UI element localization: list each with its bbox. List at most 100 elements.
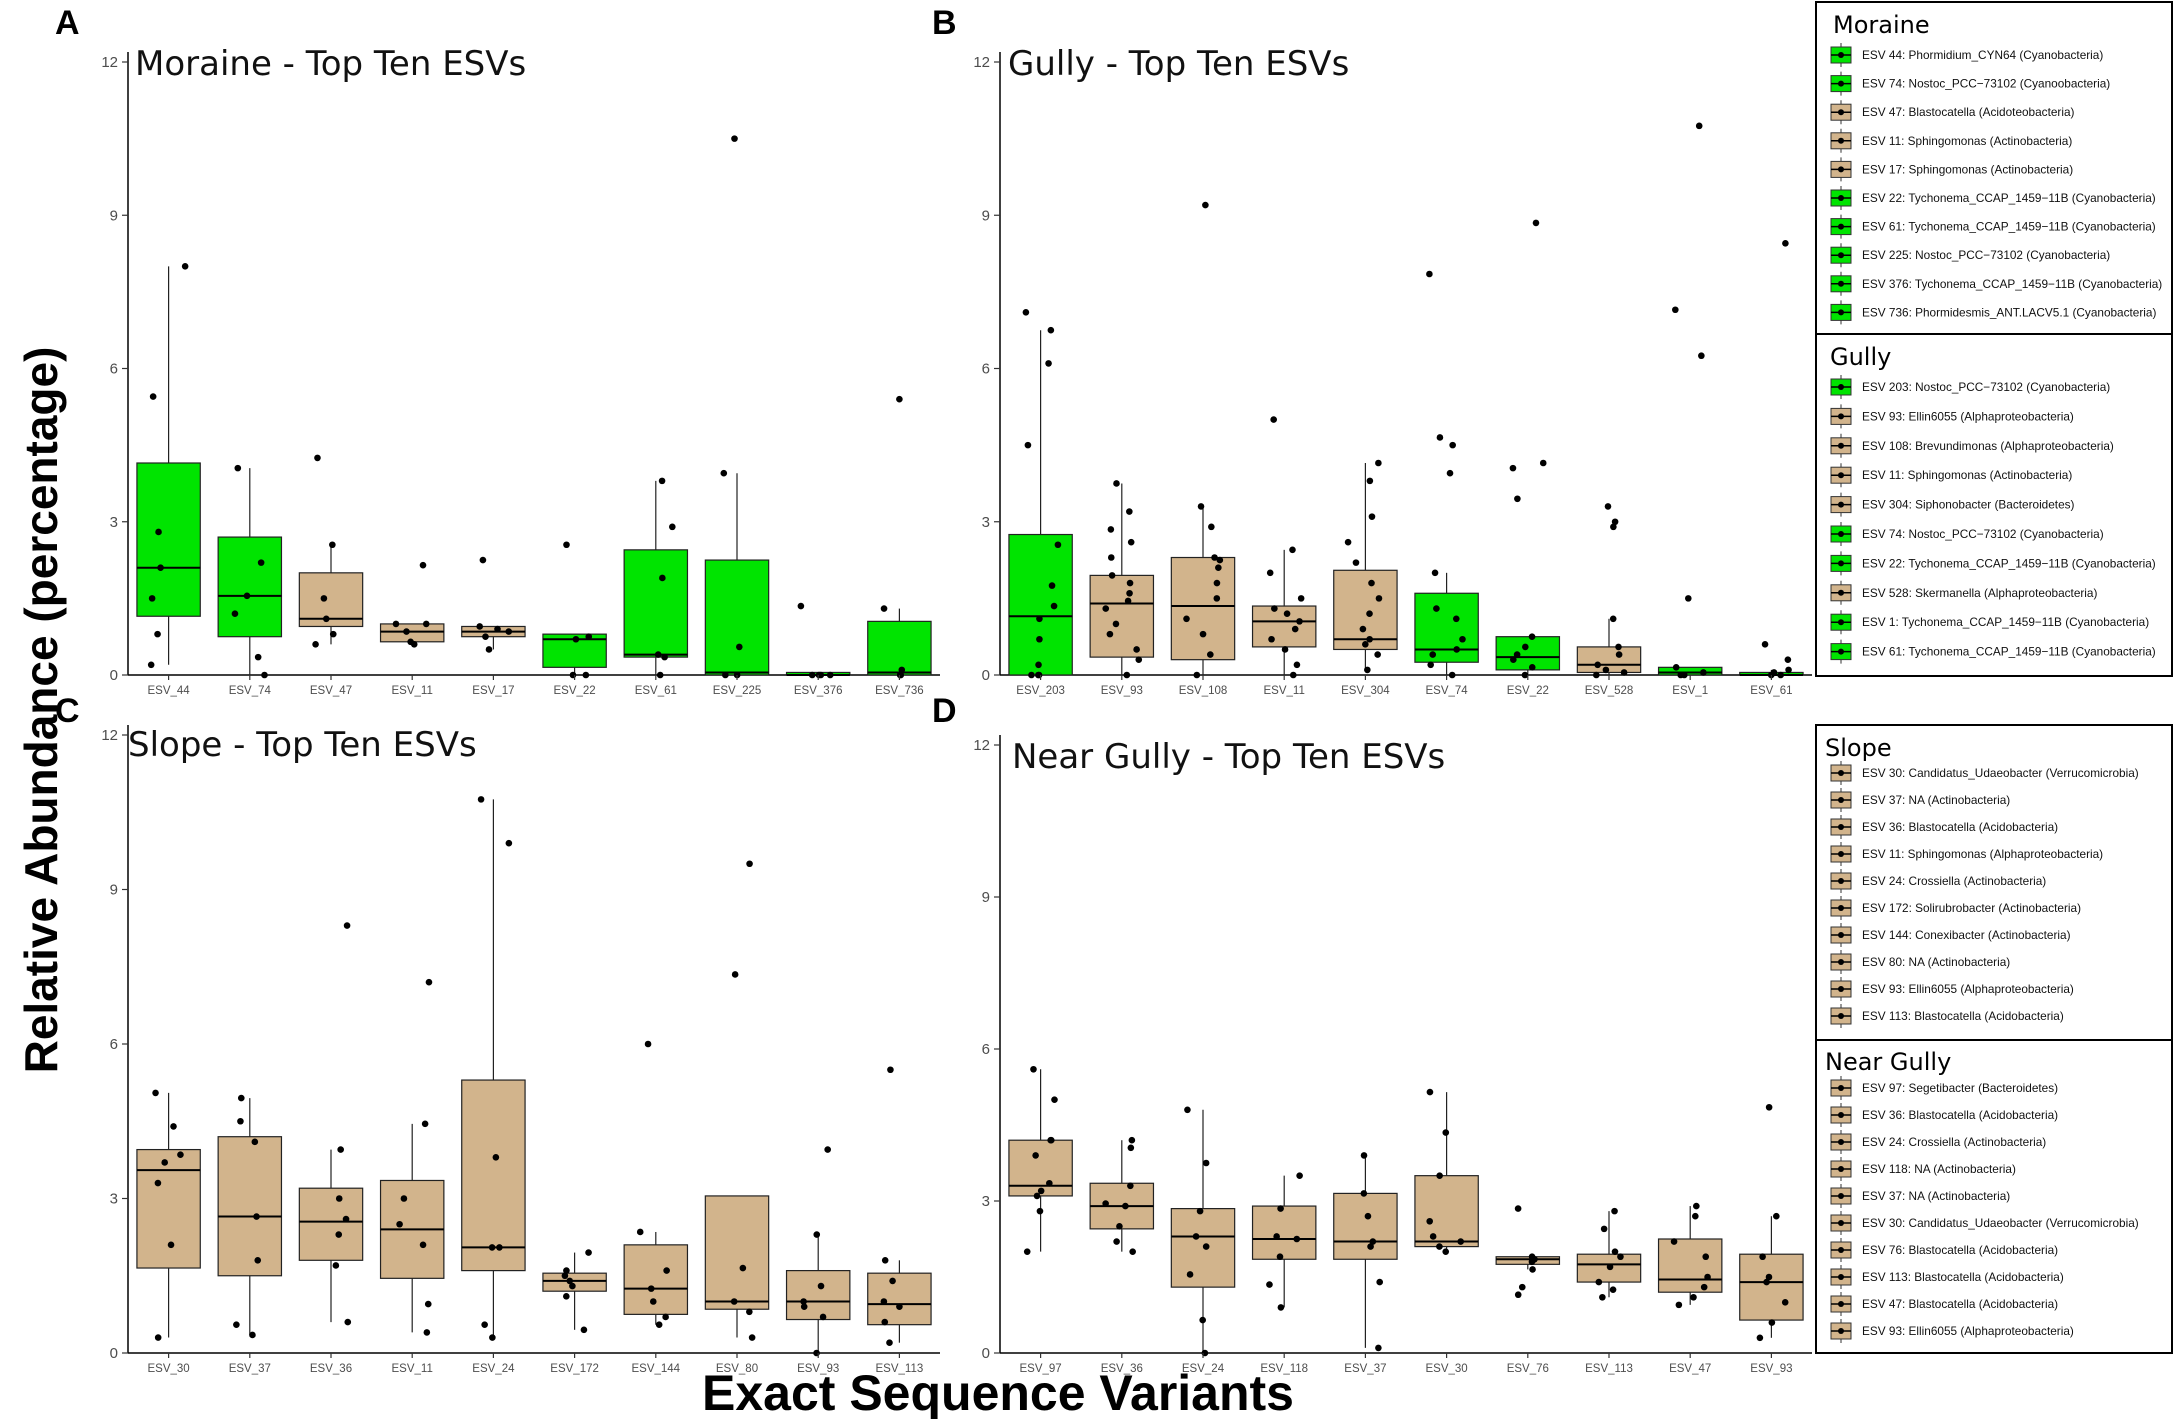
data-point [1352,559,1360,566]
legend-item: ESV 118: NA (Actinobacteria) [1830,1157,2016,1181]
x-tick-label: ESV_11 [1264,685,1305,697]
legend-item: ESV 37: NA (Actinobacteria) [1830,1184,2010,1208]
data-point [748,1334,756,1341]
box-rect [704,559,770,676]
legend-label: ESV 36: Blastocatella (Acidobacteria) [1862,820,2058,834]
panel-letter: A [55,4,80,42]
data-point [1364,666,1371,674]
legend-key-point [1838,1274,1844,1280]
box-ESV_47 [298,454,364,648]
x-tick-label: ESV_108 [1179,685,1228,697]
legend-item: ESV 74: Nostoc_PCC−73102 (Cyanoobacteria… [1830,71,2110,96]
box-rect [867,620,932,676]
box-rect [704,1195,770,1310]
data-point [656,671,664,679]
data-point [1183,615,1190,623]
data-point [489,1334,496,1341]
x-tick-label: ESV_76 [1507,1363,1549,1375]
x-tick-label: ESV_22 [553,685,595,697]
x-axis-title: Exact Sequence Variants [702,1365,1294,1419]
box-ESV_80 [704,860,770,1341]
legend-item: ESV 108: Brevundimonas (Alphaproteobacte… [1830,433,2114,458]
data-point [261,671,268,679]
box-ESV_118 [1251,1172,1317,1311]
box-rect [1495,1256,1561,1265]
x-tick-label: ESV_11 [392,685,433,697]
box-ESV_30 [1414,1088,1479,1255]
data-point [237,1117,244,1125]
y-tick-label: 0 [982,667,990,684]
data-point [739,1264,747,1272]
x-tick-label: ESV_61 [1750,685,1792,697]
data-point [329,541,336,549]
data-point [1366,477,1374,485]
data-point [1107,526,1115,533]
panel-b: B Gully - Top Ten ESVs 0 3 6 9 12 ESV_203 ESV_… [932,4,1812,697]
legend-item: ESV 11: Sphingomonas (Actinobacteria) [1830,463,2072,488]
legend-label: ESV 24: Crossiella (Actinobacteria) [1862,874,2046,888]
legend-key-point [1838,501,1844,508]
box-ESV_113 [1576,1207,1642,1301]
data-point [1050,602,1058,610]
legend-key-point [1838,878,1844,884]
data-point [1521,671,1529,679]
data-point [254,1257,262,1264]
data-point [1291,625,1299,633]
legend-item: ESV 97: Segetibacter (Bacteroidetes) [1830,1076,2058,1100]
legend-key-point [1838,1328,1844,1334]
data-point [1594,661,1601,669]
data-point [1036,1207,1044,1215]
data-point [1283,610,1291,617]
data-point [1677,671,1685,679]
data-point [1033,1192,1041,1200]
legend-item: ESV 11: Sphingomonas (Alphaproteobacteri… [1830,842,2103,866]
data-point [1593,671,1600,679]
y-tick-label: 9 [982,207,990,224]
x-tick-label: ESV_97 [1019,1363,1061,1375]
data-point [1196,1207,1204,1215]
box-ESV_36 [298,922,364,1326]
box-ESV_736 [867,395,932,679]
x-tick-label: ESV_80 [716,1363,758,1375]
legend-key-point [1838,80,1844,87]
data-point [149,393,157,400]
data-point [813,1349,820,1357]
data-point [170,1123,177,1130]
data-point [425,978,433,986]
data-point [154,1334,162,1341]
data-point [1215,564,1222,572]
data-point [1773,1212,1780,1220]
x-tick-label: ESV_736 [875,685,924,697]
legend-key-point [1838,384,1844,390]
legend-moraine-gully: Moraine ESV 44: Phormidium_CYN64 (Cyanob… [1815,1,2173,677]
box-rect [217,536,283,638]
data-point [496,1244,503,1251]
data-point [481,1321,488,1328]
data-point [1442,1129,1450,1136]
box-rect [1170,1207,1236,1288]
data-point [1442,1248,1450,1255]
legend-key-point [1838,959,1844,965]
x-tick-label: ESV_172 [550,1363,599,1375]
data-point [231,610,239,617]
legend-label: ESV 36: Blastocatella (Acidobacteria) [1862,1108,2058,1122]
data-point [1202,1243,1210,1250]
legend-item: ESV 17: Sphingomonas (Actinobacteria) [1830,157,2073,182]
data-point [476,623,484,630]
data-point [157,564,164,572]
legend-item: ESV 376: Tychonema_CCAP_1459−11B (Cyanob… [1830,271,2162,296]
data-point [1375,1344,1382,1352]
data-point [1431,569,1439,577]
legend-item: ESV 11: Sphingomonas (Actinobacteria) [1830,128,2072,153]
data-point [251,1138,259,1146]
legend-key-point [1838,280,1844,287]
x-tick-label: ESV_225 [713,685,762,697]
y-tick-label: 12 [101,727,118,744]
data-point [1127,1182,1134,1190]
data-point [161,1159,169,1166]
data-point [1367,1243,1374,1250]
y-tick-label: 3 [110,1191,118,1208]
data-point [1427,661,1434,669]
x-tick-label: ESV_24 [1182,1363,1225,1375]
